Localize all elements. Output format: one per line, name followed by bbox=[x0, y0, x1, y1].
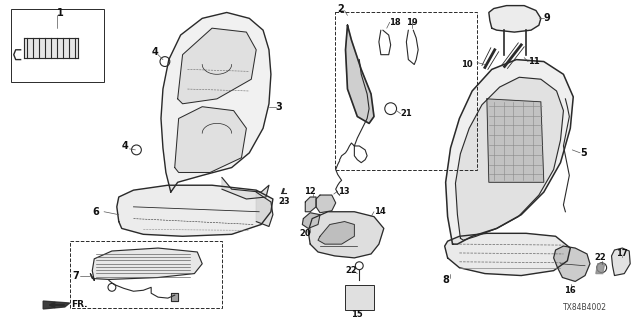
Text: 7: 7 bbox=[72, 270, 79, 281]
Text: 22: 22 bbox=[346, 266, 357, 275]
Text: 23: 23 bbox=[279, 197, 291, 206]
Text: 3: 3 bbox=[276, 102, 283, 112]
Text: 18: 18 bbox=[388, 18, 401, 27]
Text: 12: 12 bbox=[304, 187, 316, 196]
Polygon shape bbox=[487, 99, 544, 182]
Polygon shape bbox=[596, 264, 605, 274]
Polygon shape bbox=[302, 213, 320, 228]
Polygon shape bbox=[90, 248, 202, 280]
Polygon shape bbox=[24, 38, 77, 58]
Bar bbox=[11, 9, 104, 82]
Text: 16: 16 bbox=[564, 286, 576, 295]
Text: 4: 4 bbox=[122, 141, 129, 151]
Polygon shape bbox=[175, 107, 246, 172]
Bar bbox=[335, 12, 477, 170]
Polygon shape bbox=[305, 197, 316, 212]
Text: 10: 10 bbox=[461, 60, 473, 69]
Polygon shape bbox=[117, 185, 273, 236]
Text: 17: 17 bbox=[616, 250, 628, 259]
Polygon shape bbox=[445, 60, 573, 244]
Polygon shape bbox=[489, 6, 541, 32]
Polygon shape bbox=[222, 177, 269, 199]
Text: 8: 8 bbox=[442, 276, 449, 285]
Text: TX84B4002: TX84B4002 bbox=[563, 303, 607, 312]
Polygon shape bbox=[346, 25, 374, 124]
Text: 19: 19 bbox=[406, 18, 418, 27]
Text: 2: 2 bbox=[338, 4, 344, 13]
Text: 9: 9 bbox=[544, 13, 550, 23]
Polygon shape bbox=[256, 192, 273, 227]
Polygon shape bbox=[316, 195, 336, 213]
Polygon shape bbox=[43, 301, 70, 309]
Polygon shape bbox=[612, 248, 630, 276]
Text: 1: 1 bbox=[57, 8, 64, 19]
Polygon shape bbox=[554, 246, 590, 281]
Polygon shape bbox=[445, 233, 570, 276]
Bar bbox=[344, 285, 374, 310]
Text: 11: 11 bbox=[528, 57, 540, 66]
Polygon shape bbox=[178, 28, 256, 104]
Text: 13: 13 bbox=[338, 187, 349, 196]
Text: 4: 4 bbox=[151, 47, 158, 57]
Text: 5: 5 bbox=[580, 148, 587, 158]
Polygon shape bbox=[456, 77, 563, 240]
Text: 15: 15 bbox=[351, 310, 363, 319]
Text: 20: 20 bbox=[300, 229, 311, 238]
Text: 14: 14 bbox=[374, 207, 386, 216]
Text: 21: 21 bbox=[401, 109, 412, 118]
Polygon shape bbox=[308, 212, 384, 258]
Bar bbox=[70, 241, 222, 308]
Polygon shape bbox=[171, 293, 178, 301]
Polygon shape bbox=[161, 12, 271, 192]
Text: 6: 6 bbox=[92, 207, 99, 217]
Text: 22: 22 bbox=[594, 253, 605, 262]
Polygon shape bbox=[318, 221, 355, 244]
Text: FR.: FR. bbox=[70, 300, 87, 309]
